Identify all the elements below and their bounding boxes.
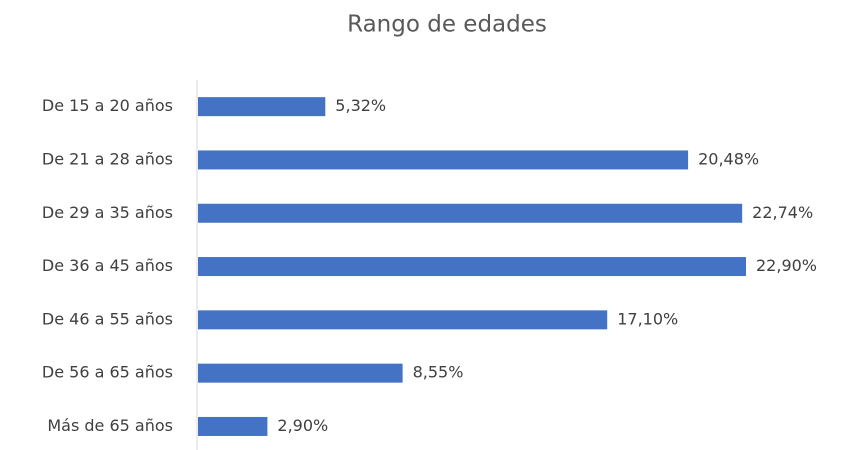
bar xyxy=(198,363,403,383)
bar xyxy=(198,97,326,117)
bar xyxy=(198,150,689,170)
category-label: Más de 65 años xyxy=(47,416,173,435)
category-label: De 21 a 28 años xyxy=(42,149,173,168)
data-label: 5,32% xyxy=(335,96,386,115)
category-label: De 46 a 55 años xyxy=(42,309,173,328)
chart-title: Rango de edades xyxy=(347,12,547,38)
category-label: De 15 a 20 años xyxy=(42,96,173,115)
category-label: De 56 a 65 años xyxy=(42,363,173,382)
bar xyxy=(198,416,268,436)
data-label: 22,74% xyxy=(752,203,813,222)
category-label: De 36 a 45 años xyxy=(42,256,173,275)
data-label: 8,55% xyxy=(413,363,464,382)
bar xyxy=(198,203,743,223)
category-label: De 29 a 35 años xyxy=(42,203,173,222)
bar xyxy=(198,310,608,330)
bar xyxy=(198,257,746,277)
data-label: 2,90% xyxy=(277,416,328,435)
data-label: 22,90% xyxy=(756,256,817,275)
data-label: 17,10% xyxy=(617,309,678,328)
data-label: 20,48% xyxy=(698,149,759,168)
